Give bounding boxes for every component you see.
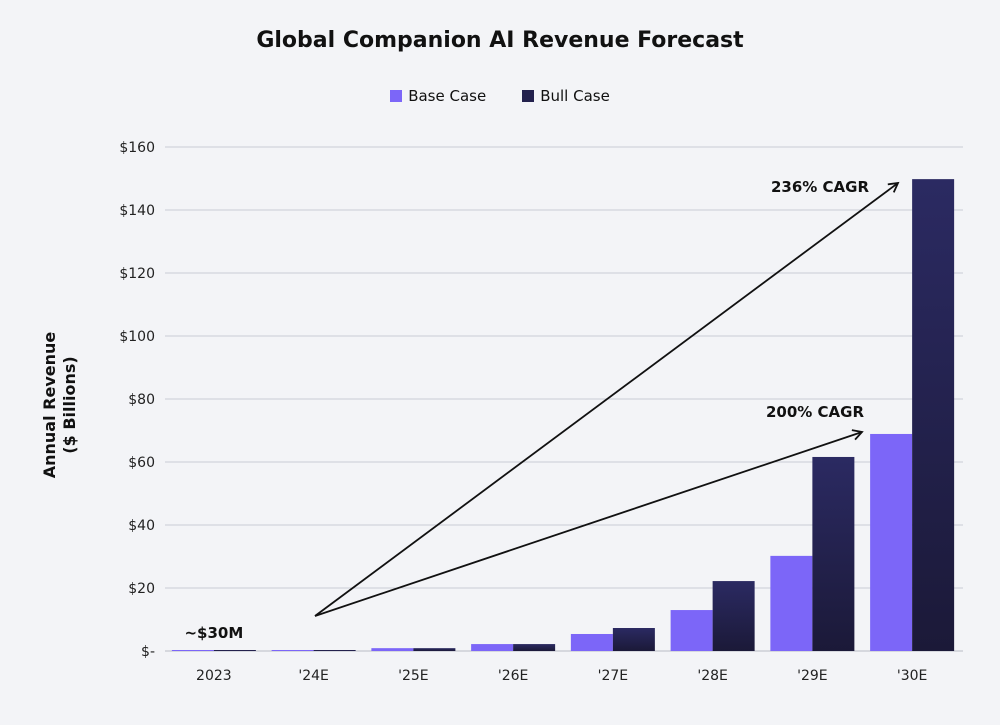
y-tick-label: $40 <box>128 518 155 534</box>
x-tick-label: '30E <box>897 668 928 684</box>
bar-base <box>471 644 514 651</box>
bar-bull <box>912 179 955 651</box>
y-tick-label: $60 <box>128 455 155 471</box>
annotation-236-cagr: 236% CAGR <box>771 178 869 196</box>
bar-bull <box>612 628 655 651</box>
legend-label-base: Base Case <box>408 87 487 105</box>
annotation-30m: ~$30M <box>184 624 243 642</box>
y-tick-label: $160 <box>119 140 155 156</box>
legend-swatch-bull <box>522 90 535 102</box>
x-tick-label: '28E <box>697 668 728 684</box>
y-tick-label: $80 <box>128 392 155 408</box>
bar-base <box>171 650 214 651</box>
bar-bull <box>812 456 855 651</box>
bar-bull <box>413 648 456 651</box>
bar-bull <box>213 650 256 651</box>
x-tick-label: '24E <box>298 668 329 684</box>
x-tick-label: '29E <box>797 668 828 684</box>
bar-base <box>770 555 813 651</box>
x-tick-label: '25E <box>398 668 429 684</box>
legend-swatch-base <box>390 90 403 102</box>
arrow-200-cagr <box>314 429 864 617</box>
bar-bull <box>513 644 556 651</box>
bar-base <box>670 610 713 651</box>
y-tick-label: $20 <box>128 581 155 597</box>
bar-base <box>371 648 414 651</box>
bar-bull <box>313 650 356 651</box>
y-tick-label: $100 <box>119 329 155 345</box>
x-tick-label: 2023 <box>196 668 232 684</box>
y-tick-label: $120 <box>119 266 155 282</box>
legend-label-bull: Bull Case <box>540 87 610 105</box>
x-tick-label: '26E <box>498 668 529 684</box>
bar-base <box>870 433 913 651</box>
bar-base <box>570 633 613 651</box>
y-tick-label: $140 <box>119 203 155 219</box>
x-tick-label: '27E <box>598 668 629 684</box>
bar-base <box>271 650 314 651</box>
y-tick-label: $- <box>141 644 155 660</box>
legend-item-bull-case: Bull Case <box>522 87 610 105</box>
legend: Base Case Bull Case <box>0 87 1000 105</box>
annotation-200-cagr: 200% CAGR <box>766 403 864 421</box>
chart-title: Global Companion AI Revenue Forecast <box>256 28 744 53</box>
arrow-236-cagr <box>314 181 900 617</box>
legend-item-base-case: Base Case <box>390 87 486 105</box>
bar-bull <box>712 581 755 651</box>
